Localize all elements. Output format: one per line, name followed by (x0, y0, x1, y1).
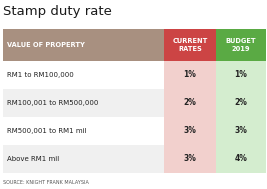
Bar (216, 61, 266, 89)
Bar (3, 145, 164, 173)
Bar (216, 29, 266, 61)
Text: RM100,001 to RM500,000: RM100,001 to RM500,000 (7, 100, 99, 106)
Text: 3%: 3% (184, 126, 197, 136)
Bar (216, 145, 266, 173)
Bar (164, 29, 216, 61)
Text: RM1 to RM100,000: RM1 to RM100,000 (7, 72, 74, 78)
Text: VALUE OF PROPERTY: VALUE OF PROPERTY (7, 42, 85, 48)
Bar (3, 89, 164, 117)
Text: CURRENT
RATES: CURRENT RATES (172, 38, 208, 52)
Text: Stamp duty rate: Stamp duty rate (3, 5, 112, 18)
Text: 3%: 3% (234, 126, 247, 136)
Bar (3, 117, 164, 145)
Text: 4%: 4% (234, 154, 247, 163)
Bar (3, 61, 164, 89)
Text: 2%: 2% (184, 98, 197, 107)
Text: BUDGET
2019: BUDGET 2019 (225, 38, 256, 52)
Text: 1%: 1% (234, 70, 247, 79)
Bar (164, 145, 216, 173)
Text: 1%: 1% (184, 70, 197, 79)
Text: 2%: 2% (234, 98, 247, 107)
Text: SOURCE: KNIGHT FRANK MALAYSIA: SOURCE: KNIGHT FRANK MALAYSIA (3, 180, 89, 185)
Bar (3, 29, 164, 61)
Bar (216, 89, 266, 117)
Bar (164, 89, 216, 117)
Text: Above RM1 mil: Above RM1 mil (7, 156, 60, 162)
Text: 3%: 3% (184, 154, 197, 163)
Text: RM500,001 to RM1 mil: RM500,001 to RM1 mil (7, 128, 87, 134)
Bar (164, 117, 216, 145)
Bar (216, 117, 266, 145)
Bar (164, 61, 216, 89)
